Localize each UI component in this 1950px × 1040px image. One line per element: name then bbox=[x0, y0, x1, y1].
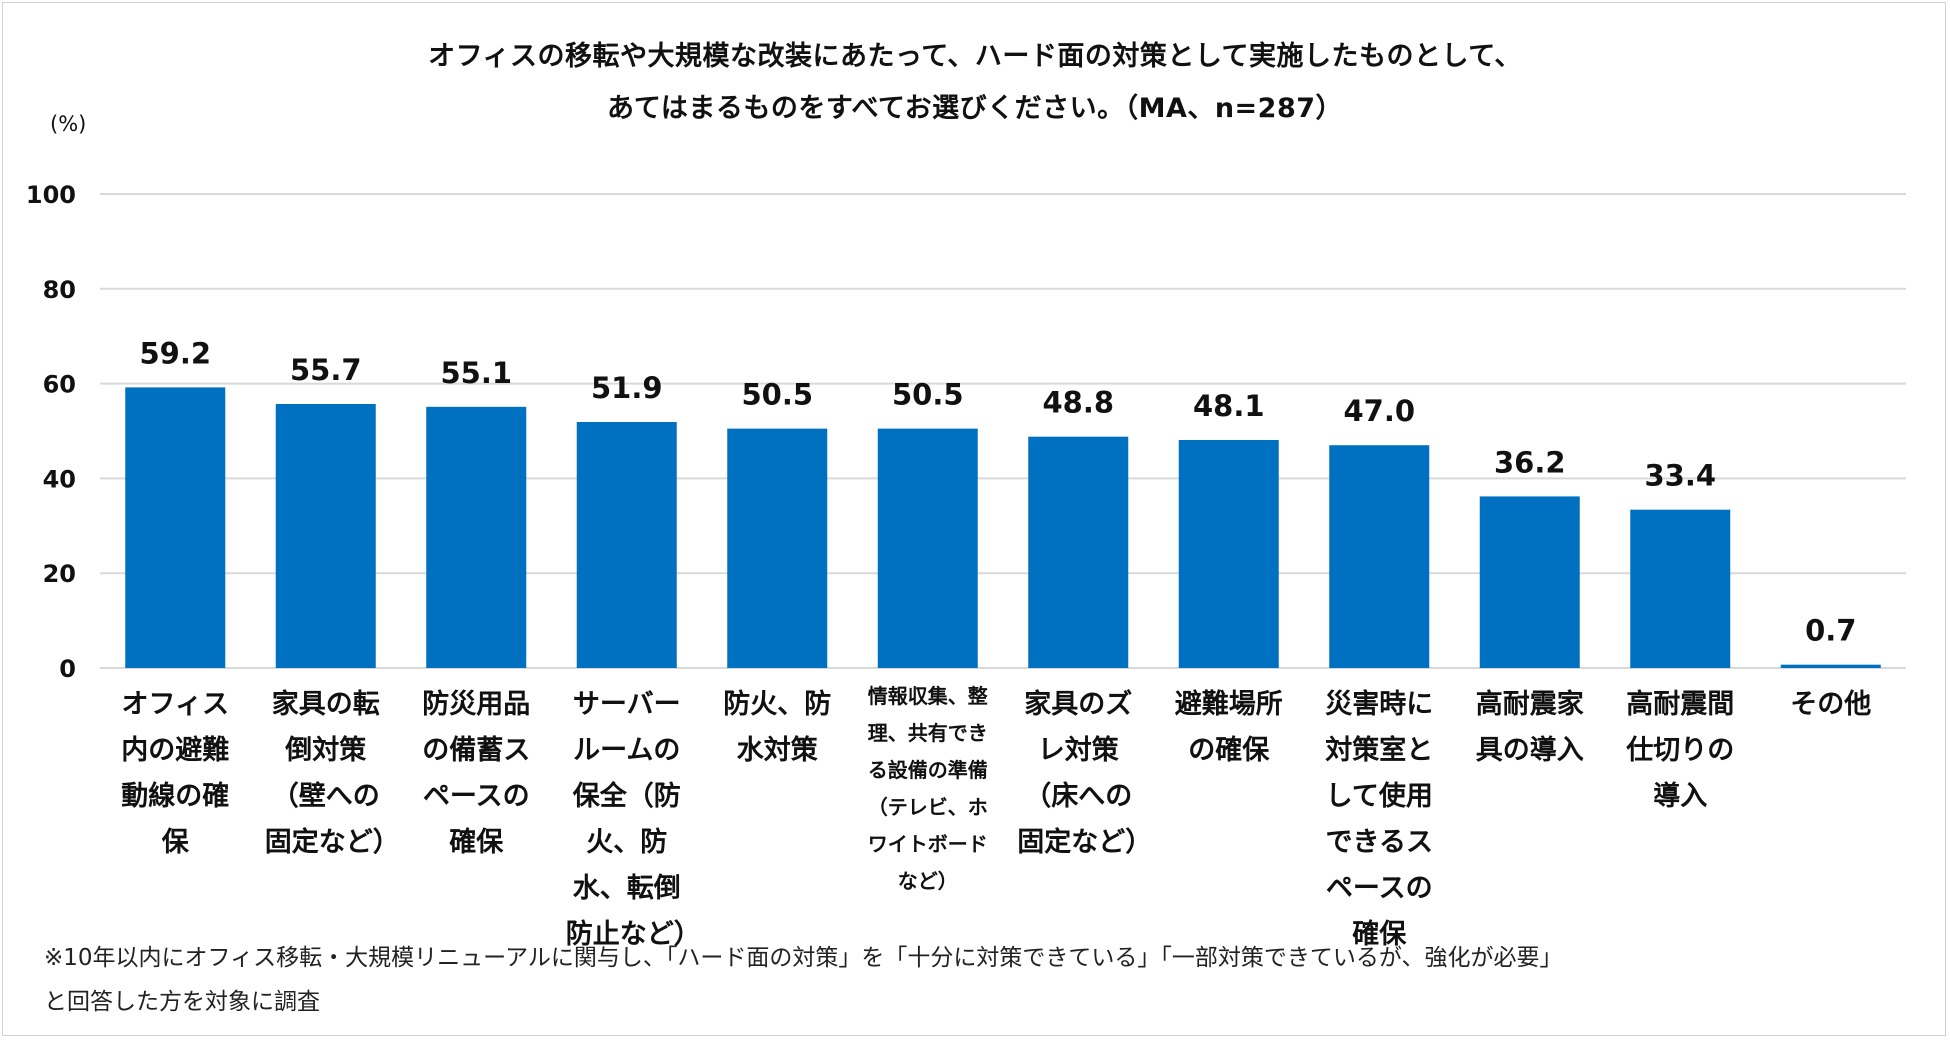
data-label: 48.8 bbox=[1042, 386, 1114, 420]
data-label: 36.2 bbox=[1494, 445, 1566, 479]
footnote-line1: ※10年以内にオフィス移転・大規模リニューアルに関与し、「ハード面の対策」を「十… bbox=[44, 945, 1563, 971]
chart-title-line2: あてはまるものをすべてお選びください。（MA、n=287） bbox=[606, 93, 1344, 124]
y-tick-label: 80 bbox=[43, 276, 76, 304]
x-category-label: 家具のズレ対策（床への固定など） bbox=[1017, 689, 1153, 858]
x-category-label: 高耐震家具の導入 bbox=[1475, 689, 1584, 766]
data-label: 48.1 bbox=[1193, 389, 1265, 423]
y-tick-label: 20 bbox=[43, 560, 76, 588]
bar bbox=[1028, 436, 1129, 668]
data-label: 50.5 bbox=[892, 378, 964, 412]
y-tick-label: 60 bbox=[43, 371, 76, 399]
x-category-label: その他 bbox=[1790, 689, 1872, 720]
bar bbox=[576, 421, 677, 668]
data-label: 55.7 bbox=[290, 353, 362, 387]
bar bbox=[1630, 509, 1731, 668]
y-tick-label: 0 bbox=[59, 655, 76, 683]
chart-title-line1: オフィスの移転や大規模な改装にあたって、ハード面の対策として実施したものとして、 bbox=[428, 41, 1522, 72]
data-label: 59.2 bbox=[139, 336, 211, 370]
x-category-label: 避難場所の確保 bbox=[1174, 689, 1283, 766]
x-category-label: 家具の転倒対策（壁への固定など） bbox=[264, 689, 400, 858]
x-category-label: 災害時に対策室として使用できるスペースの確保 bbox=[1325, 689, 1434, 950]
bar bbox=[1178, 440, 1279, 668]
bar bbox=[877, 428, 978, 668]
x-category-label: 高耐震間仕切りの導入 bbox=[1626, 689, 1735, 812]
x-category-label: 防災用品の備蓄スペースの確保 bbox=[422, 689, 531, 858]
bar bbox=[426, 406, 527, 668]
y-axis-unit-label: (%) bbox=[50, 112, 87, 136]
data-label: 33.4 bbox=[1644, 459, 1716, 493]
x-category-label: サーバールームの保全（防火、防水、転倒防止など） bbox=[565, 689, 701, 950]
data-label: 50.5 bbox=[741, 378, 813, 412]
x-category-label: オフィス内の避難動線の確保 bbox=[121, 689, 230, 858]
x-category-label: 情報収集、整理、共有できる設備の準備（テレビ、ホワイトボードなど） bbox=[867, 684, 988, 893]
footnote-line2: と回答した方を対象に調査 bbox=[44, 989, 320, 1015]
bar bbox=[1479, 496, 1580, 668]
bar bbox=[125, 387, 226, 668]
bar bbox=[1329, 445, 1430, 668]
data-label: 47.0 bbox=[1343, 394, 1415, 428]
bar bbox=[1780, 664, 1881, 668]
bar bbox=[727, 428, 828, 668]
bar bbox=[275, 403, 376, 668]
y-tick-label: 40 bbox=[43, 465, 76, 493]
data-label: 55.1 bbox=[440, 356, 512, 390]
data-label: 51.9 bbox=[591, 371, 663, 405]
x-category-label: 防火、防水対策 bbox=[723, 689, 832, 766]
data-label: 0.7 bbox=[1805, 614, 1856, 648]
y-tick-label: 100 bbox=[26, 181, 76, 209]
